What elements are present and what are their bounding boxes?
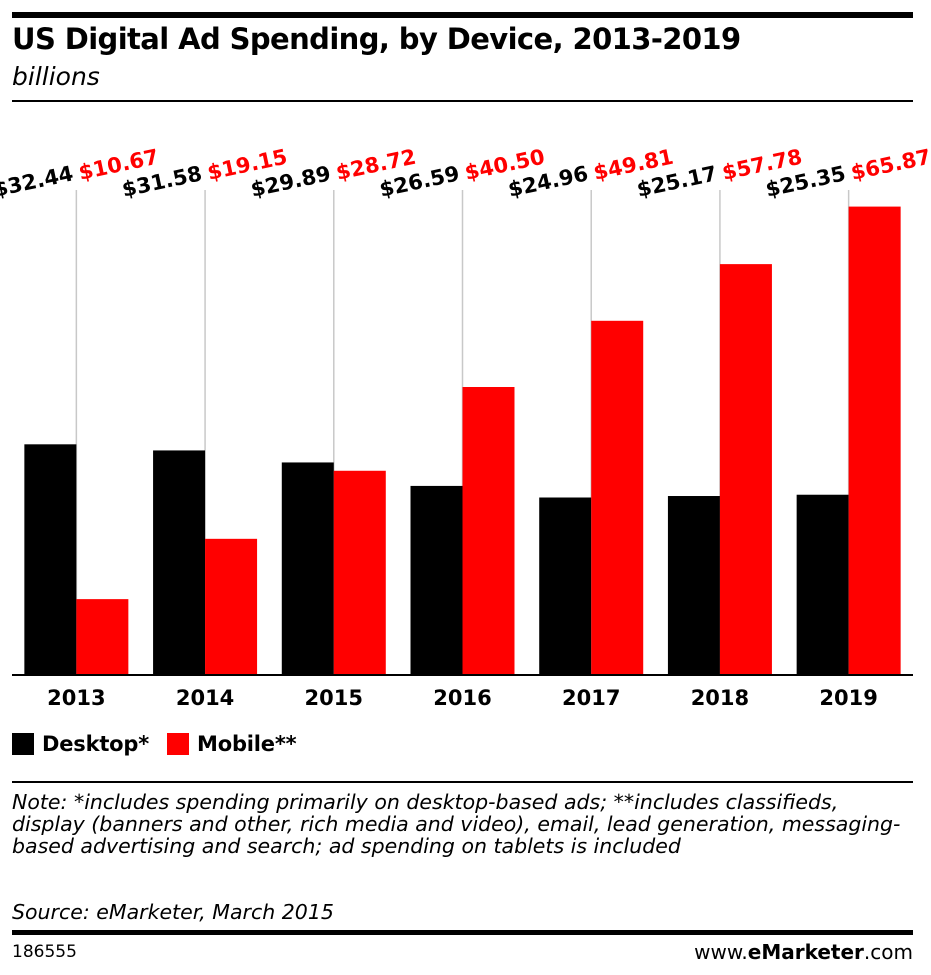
legend-swatch-desktop bbox=[12, 733, 34, 755]
bar-desktop bbox=[410, 485, 463, 675]
chart-source: Source: eMarketer, March 2015 bbox=[12, 900, 334, 924]
category-label: 2018 bbox=[691, 686, 749, 710]
brand-suffix: .com bbox=[863, 940, 913, 964]
category-label: 2013 bbox=[47, 686, 105, 710]
chart-subtitle: billions bbox=[12, 62, 100, 91]
bar-mobile bbox=[333, 470, 386, 675]
top-rule bbox=[12, 12, 913, 18]
legend: Desktop* Mobile** bbox=[12, 732, 314, 756]
brand-name: eMarketer bbox=[747, 940, 864, 964]
category-label: 2019 bbox=[819, 686, 877, 710]
bar-desktop bbox=[539, 497, 592, 675]
legend-item-desktop: Desktop* bbox=[12, 732, 149, 756]
category-label: 2015 bbox=[305, 686, 363, 710]
legend-label-desktop: Desktop* bbox=[42, 732, 150, 756]
category-label: 2016 bbox=[433, 686, 491, 710]
bar-mobile bbox=[76, 599, 129, 675]
note-rule bbox=[12, 781, 913, 783]
bar-mobile bbox=[205, 538, 258, 675]
category-label: 2017 bbox=[562, 686, 620, 710]
chart-id: 186555 bbox=[12, 942, 77, 962]
bar-mobile bbox=[462, 387, 515, 675]
bar-desktop bbox=[796, 494, 849, 675]
bar-desktop bbox=[667, 496, 720, 675]
legend-item-mobile: Mobile** bbox=[167, 732, 297, 756]
bar-mobile bbox=[719, 264, 772, 675]
brand-link[interactable]: www.eMarketer.com bbox=[694, 940, 913, 964]
data-label-mobile: $65.87 bbox=[849, 145, 931, 185]
legend-swatch-mobile bbox=[167, 733, 190, 755]
bar-desktop bbox=[24, 444, 77, 675]
bar-mobile bbox=[848, 206, 901, 675]
bottom-rule bbox=[12, 930, 913, 935]
bar-mobile bbox=[591, 320, 644, 675]
chart-title: US Digital Ad Spending, by Device, 2013-… bbox=[12, 22, 741, 56]
brand-prefix: www. bbox=[694, 940, 748, 964]
title-rule bbox=[12, 100, 913, 102]
bar-desktop bbox=[153, 450, 206, 675]
category-label: 2014 bbox=[176, 686, 234, 710]
legend-label-mobile: Mobile** bbox=[197, 732, 297, 756]
chart-note: Note: *includes spending primarily on de… bbox=[12, 790, 901, 858]
data-label-desktop: $32.44 bbox=[0, 161, 75, 201]
bar-desktop bbox=[281, 462, 334, 675]
